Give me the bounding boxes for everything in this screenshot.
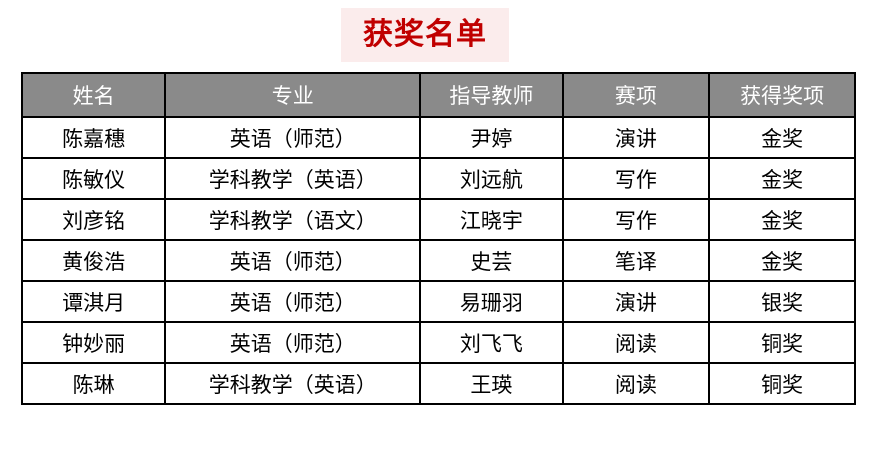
table-cell: 陈琳 bbox=[20, 362, 167, 405]
table-row: 钟妙丽 英语（师范） 刘飞飞 阅读 铜奖 bbox=[20, 321, 856, 364]
table-row: 黄俊浩 英语（师范） 史芸 笔译 金奖 bbox=[20, 239, 856, 282]
table-cell: 陈敏仪 bbox=[20, 157, 167, 200]
table-cell: 金奖 bbox=[708, 116, 856, 159]
awards-table-container: 姓名 专业 指导教师 赛项 获得奖项 陈嘉穗 英语（师范） 尹婷 演讲 金奖 陈敏仪 学科教… bbox=[20, 72, 856, 405]
awards-table: 姓名 专业 指导教师 赛项 获得奖项 陈嘉穗 英语（师范） 尹婷 演讲 金奖 陈敏仪 学科教… bbox=[20, 72, 856, 405]
table-row: 谭淇月 英语（师范） 易珊羽 演讲 银奖 bbox=[20, 280, 856, 323]
column-header-name: 姓名 bbox=[20, 72, 167, 118]
column-header-advisor: 指导教师 bbox=[419, 72, 564, 118]
table-cell: 江晓宇 bbox=[419, 198, 564, 241]
table-row: 刘彦铭 学科教学（语文） 江晓宇 写作 金奖 bbox=[20, 198, 856, 241]
table-cell: 金奖 bbox=[708, 198, 856, 241]
table-cell: 演讲 bbox=[561, 116, 711, 159]
table-cell: 写作 bbox=[561, 157, 711, 200]
table-cell: 金奖 bbox=[708, 239, 856, 282]
table-cell: 阅读 bbox=[561, 321, 711, 364]
table-cell: 陈嘉穗 bbox=[20, 116, 167, 159]
column-header-major: 专业 bbox=[164, 72, 422, 118]
title-bar: 获奖名单 bbox=[0, 0, 874, 62]
awards-table-body: 陈嘉穗 英语（师范） 尹婷 演讲 金奖 陈敏仪 学科教学（英语） 刘远航 写作 金奖 刘彦铭 学科教学… bbox=[20, 116, 856, 405]
table-cell: 写作 bbox=[561, 198, 711, 241]
table-cell: 黄俊浩 bbox=[20, 239, 167, 282]
table-cell: 金奖 bbox=[708, 157, 856, 200]
table-cell: 英语（师范） bbox=[164, 321, 422, 364]
table-cell: 刘飞飞 bbox=[419, 321, 564, 364]
table-cell: 笔译 bbox=[561, 239, 711, 282]
table-cell: 英语（师范） bbox=[164, 239, 422, 282]
table-cell: 刘远航 bbox=[419, 157, 564, 200]
table-cell: 英语（师范） bbox=[164, 280, 422, 323]
table-cell: 刘彦铭 bbox=[20, 198, 167, 241]
table-cell: 铜奖 bbox=[708, 321, 856, 364]
table-cell: 铜奖 bbox=[708, 362, 856, 405]
table-row: 陈嘉穗 英语（师范） 尹婷 演讲 金奖 bbox=[20, 116, 856, 159]
table-cell: 演讲 bbox=[561, 280, 711, 323]
column-header-event: 赛项 bbox=[561, 72, 711, 118]
page-title: 获奖名单 bbox=[341, 8, 509, 62]
table-cell: 学科教学（英语） bbox=[164, 362, 422, 405]
table-cell: 阅读 bbox=[561, 362, 711, 405]
table-cell: 钟妙丽 bbox=[20, 321, 167, 364]
table-cell: 英语（师范） bbox=[164, 116, 422, 159]
table-cell: 银奖 bbox=[708, 280, 856, 323]
table-cell: 谭淇月 bbox=[20, 280, 167, 323]
table-header: 姓名 专业 指导教师 赛项 获得奖项 bbox=[20, 72, 856, 118]
header-row: 姓名 专业 指导教师 赛项 获得奖项 bbox=[20, 72, 856, 118]
table-row: 陈琳 学科教学（英语） 王瑛 阅读 铜奖 bbox=[20, 362, 856, 405]
table-cell: 尹婷 bbox=[419, 116, 564, 159]
column-header-award: 获得奖项 bbox=[708, 72, 856, 118]
table-cell: 学科教学（语文） bbox=[164, 198, 422, 241]
table-cell: 史芸 bbox=[419, 239, 564, 282]
table-cell: 学科教学（英语） bbox=[164, 157, 422, 200]
table-cell: 王瑛 bbox=[419, 362, 564, 405]
table-row: 陈敏仪 学科教学（英语） 刘远航 写作 金奖 bbox=[20, 157, 856, 200]
table-cell: 易珊羽 bbox=[419, 280, 564, 323]
